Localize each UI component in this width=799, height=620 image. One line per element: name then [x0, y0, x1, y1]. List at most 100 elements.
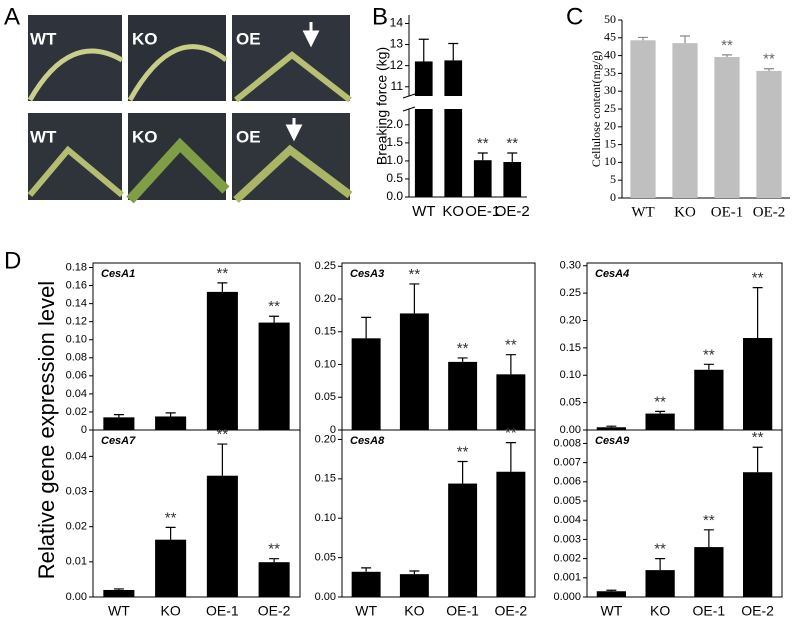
x-tick-label: OE-1 — [465, 203, 500, 220]
y-tick-label: 11 — [391, 79, 404, 93]
y-tick-label: 0.10 — [315, 512, 336, 524]
y-tick-label: 0.20 — [315, 293, 336, 305]
x-tick-label: KO — [674, 204, 696, 220]
stem — [127, 44, 228, 102]
y-tick-label: 0.25 — [560, 287, 581, 299]
bar — [448, 361, 478, 430]
y-tick-label: 0 — [81, 424, 87, 436]
panel-label: B — [372, 3, 388, 30]
photo-label: KO — [132, 127, 158, 146]
y-tick-label: 0.02 — [66, 406, 87, 418]
significance: ** — [505, 425, 517, 442]
significance: ** — [268, 298, 280, 315]
y-tick-label: 10 — [604, 154, 616, 168]
y-tick-label: 1.0 — [386, 153, 403, 167]
bar — [496, 374, 526, 430]
error-bar — [606, 425, 617, 428]
x-tick-label: WT — [108, 603, 130, 619]
significance: ** — [457, 340, 469, 357]
significance: ** — [477, 135, 489, 152]
error-bar — [269, 558, 280, 563]
stem — [234, 51, 352, 103]
x-tick-label: OE-2 — [741, 603, 774, 619]
y-tick-label: 0.15 — [560, 342, 581, 354]
bar — [645, 413, 675, 430]
y-tick-label: 0.0 — [386, 189, 403, 203]
error-bar — [703, 529, 714, 548]
panel-label: A — [4, 3, 20, 30]
y-tick-label: 0.02 — [66, 521, 87, 533]
y-axis-label: Relative gene expression level — [34, 281, 59, 579]
x-tick-label: OE-1 — [206, 603, 239, 619]
y-tick-label: 5 — [610, 172, 616, 186]
x-tick-label: OE-2 — [495, 203, 530, 220]
bar — [206, 475, 238, 597]
subplot-title: CesA3 — [350, 268, 384, 280]
plot-frame — [341, 429, 536, 598]
y-tick-label: 0.18 — [66, 261, 87, 273]
error-bar — [680, 35, 690, 44]
significance: ** — [752, 429, 764, 446]
y-tick-label: 25 — [604, 101, 616, 115]
significance: ** — [752, 270, 764, 287]
error-bar — [409, 283, 420, 314]
y-tick-label: 0.14 — [66, 298, 87, 310]
axis-break — [403, 96, 529, 109]
bar — [645, 570, 675, 597]
y-tick-label: 0 — [610, 190, 616, 204]
error-bar — [655, 410, 666, 414]
significance: ** — [763, 51, 775, 68]
error-bar — [409, 570, 420, 575]
y-tick-label: 0.000 — [553, 591, 581, 603]
significance: ** — [217, 265, 229, 282]
significance: ** — [505, 337, 517, 354]
arrow — [285, 118, 303, 142]
y-tick-label: 15 — [604, 136, 616, 150]
error-bar — [457, 357, 468, 362]
bar — [414, 61, 433, 197]
break-mark — [402, 93, 416, 112]
x-tick-label: KO — [650, 603, 670, 619]
error-bar — [361, 567, 372, 572]
y-tick-label: 0.15 — [315, 473, 336, 485]
error-bar — [217, 443, 228, 476]
error-bar — [507, 152, 518, 162]
y-tick-label: 0.30 — [560, 260, 581, 272]
significance: ** — [457, 443, 469, 460]
photo-label: KO — [132, 29, 158, 48]
y-tick-label: 12 — [390, 58, 404, 72]
x-tick-label: KO — [161, 603, 181, 619]
error-bar — [361, 316, 372, 339]
photo-label: WT — [30, 127, 57, 146]
plot-frame — [586, 429, 783, 598]
y-tick-label: 0.008 — [553, 437, 581, 449]
error-bar — [217, 282, 228, 292]
y-tick-label: 0.003 — [553, 533, 581, 545]
bar — [596, 591, 626, 597]
y-axis-label: Breaking force (kg) — [374, 47, 390, 165]
y-tick-label: 35 — [604, 65, 616, 79]
error-bar — [606, 589, 617, 592]
error-bar — [457, 460, 468, 484]
error-bar — [764, 68, 774, 71]
significance: ** — [654, 393, 666, 410]
y-axis-label: Cellulose content(mg/g) — [589, 51, 603, 167]
y-tick-label: 0.00 — [315, 591, 336, 603]
y-tick-label: 0.04 — [66, 450, 87, 462]
bar — [473, 160, 492, 197]
error-bar — [113, 414, 124, 418]
error-bar — [113, 588, 124, 590]
x-tick-label: WT — [600, 603, 622, 619]
y-tick-label: 0.00 — [560, 424, 581, 436]
error-bar — [703, 363, 714, 370]
bar — [103, 589, 135, 597]
bar — [351, 338, 381, 430]
bar — [503, 161, 522, 197]
photo-label: OE — [236, 29, 261, 48]
bar — [448, 483, 478, 597]
bar — [743, 472, 773, 597]
y-tick-label: 0.10 — [66, 334, 87, 346]
significance: ** — [721, 37, 733, 54]
y-tick-label: 50 — [604, 12, 616, 26]
bar — [496, 471, 526, 597]
